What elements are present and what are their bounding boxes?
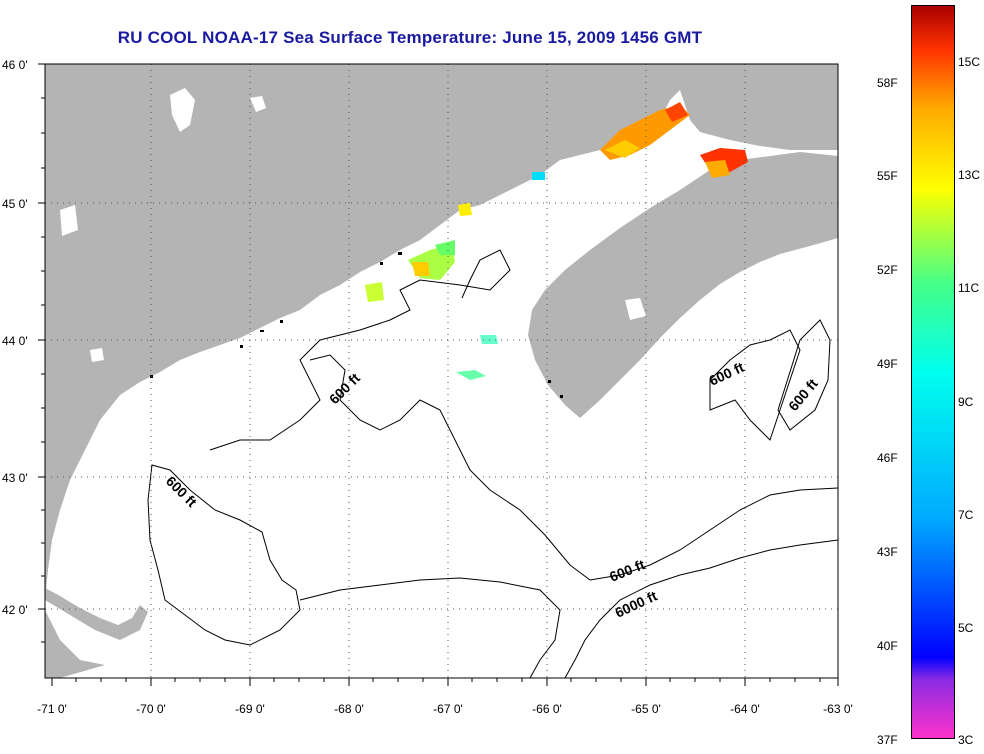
cb-f-49: 49F <box>877 357 898 371</box>
lon-label-70: -70 0' <box>136 702 166 716</box>
lakes <box>60 88 646 362</box>
cb-f-55: 55F <box>877 169 898 183</box>
cb-f-52: 52F <box>877 263 898 277</box>
cb-c-15: 15C <box>958 55 981 69</box>
lon-ticks <box>51 678 839 686</box>
lon-label-68: -68 0' <box>334 702 364 716</box>
grid-lines <box>45 64 838 678</box>
land-cape-cod <box>45 588 148 640</box>
lon-label-69: -69 0' <box>235 702 265 716</box>
land-southeast-ma <box>45 610 105 678</box>
temperature-colorbar <box>911 5 955 739</box>
lat-label-42: 42 0' <box>2 603 28 617</box>
lat-label-46: 46 0' <box>2 58 28 72</box>
cb-f-40: 40F <box>877 639 898 653</box>
cb-c-3: 3C <box>958 733 974 747</box>
cb-f-46: 46F <box>877 451 898 465</box>
plot-frame <box>44 63 839 679</box>
lon-label-65: -65 0' <box>631 702 661 716</box>
cb-c-11: 11C <box>958 281 980 295</box>
lat-label-44: 44 0' <box>2 334 28 348</box>
lon-label-67: -67 0' <box>433 702 463 716</box>
cb-c-5: 5C <box>958 621 974 635</box>
cb-c-7: 7C <box>958 508 974 522</box>
cb-f-58: 58F <box>877 76 898 90</box>
lat-ticks <box>38 63 45 643</box>
lat-label-43: 43 0' <box>2 471 28 485</box>
cb-f-37: 37F <box>877 733 898 747</box>
cb-f-43: 43F <box>877 545 898 559</box>
cb-c-9: 9C <box>958 395 974 409</box>
bathymetry-contours <box>147 249 839 679</box>
lon-label-63: -63 0' <box>823 702 853 716</box>
lon-label-64: -64 0' <box>730 702 760 716</box>
lon-label-71: -71 0' <box>37 702 67 716</box>
map-title: RU COOL NOAA-17 Sea Surface Temperature:… <box>117 28 703 47</box>
land-new-england <box>45 64 838 600</box>
lon-label-66: -66 0' <box>532 702 562 716</box>
land-nova-scotia <box>528 152 838 418</box>
cb-c-13: 13C <box>958 168 981 182</box>
sst-patches <box>365 102 748 380</box>
lat-label-45: 45 0' <box>2 197 28 211</box>
